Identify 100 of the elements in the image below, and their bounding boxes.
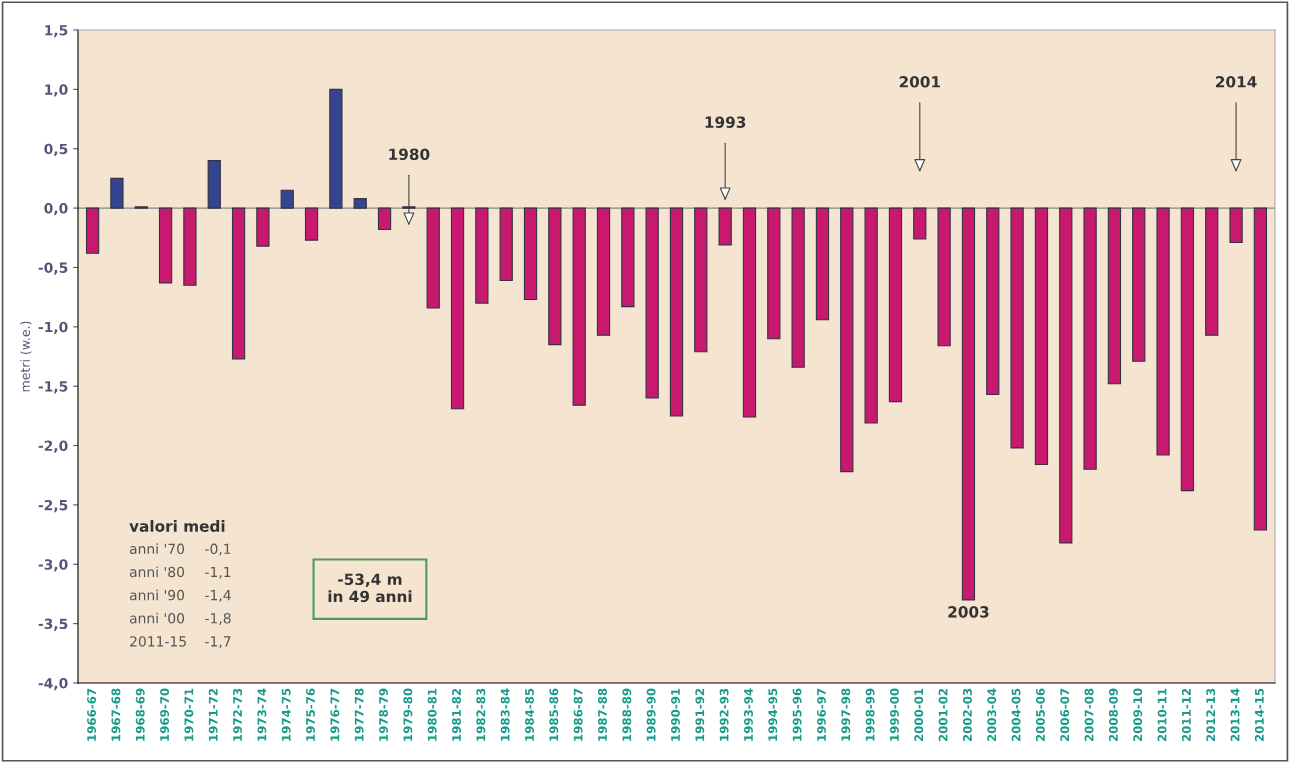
x-tick-label: 1973-74 <box>257 688 267 741</box>
bar <box>645 207 659 399</box>
x-tick-label: 1998-99 <box>865 688 875 741</box>
x-tick-label: 2006-07 <box>1060 688 1070 742</box>
bar <box>1132 207 1146 362</box>
bar <box>499 207 513 282</box>
x-tick-label: 1989-90 <box>646 688 656 741</box>
annotation: 1980 <box>389 148 430 161</box>
annotation: -1,8 <box>205 613 231 625</box>
annotation: -53,4 m in 49 anni <box>328 573 412 603</box>
bar <box>304 207 319 241</box>
annotation: anni '80 <box>129 566 185 578</box>
x-tick-label: 1969-70 <box>160 688 170 741</box>
bar <box>840 207 854 473</box>
x-tick-label: 2012-13 <box>1206 688 1216 742</box>
bar <box>85 207 100 254</box>
bar <box>621 207 635 308</box>
annotation: anni '00 <box>129 612 185 624</box>
x-tick-label: 1999-00 <box>889 688 899 741</box>
x-tick-label: 1987-88 <box>598 688 607 741</box>
x-tick-label: 1976-77 <box>330 688 340 741</box>
x-tick-label: 1994-95 <box>768 688 778 741</box>
annotation: 2003 <box>948 606 989 618</box>
bar <box>256 207 270 247</box>
y-tick-label: -1,5 <box>38 381 68 394</box>
y-tick-label: -1,0 <box>38 321 68 335</box>
bar <box>596 207 611 336</box>
x-tick-label: 1991-92 <box>695 688 705 741</box>
x-tick-label: 1983-84 <box>500 688 510 741</box>
x-tick-label: 1967-68 <box>111 688 121 741</box>
bar <box>815 207 830 321</box>
y-tick-label: -4,0 <box>38 677 68 691</box>
bar <box>450 207 465 410</box>
x-tick-label: 2009-10 <box>1133 688 1143 742</box>
x-tick-label: 2000-01 <box>914 688 924 742</box>
x-tick-label: 1979-80 <box>403 688 413 741</box>
x-tick-label: 1978-79 <box>379 688 388 741</box>
bar <box>742 207 757 418</box>
bar <box>572 207 586 406</box>
annotation: 2001 <box>899 76 940 88</box>
x-tick-label: 1980-81 <box>427 688 437 741</box>
x-tick-label: 1988-89 <box>622 688 632 741</box>
annotation: 1993 <box>705 116 746 128</box>
bar <box>207 160 221 209</box>
annotation: -1,1 <box>205 566 231 579</box>
bar <box>767 207 781 340</box>
bar <box>1034 207 1049 466</box>
bar <box>1156 207 1170 456</box>
y-tick-label: 1,0 <box>45 84 68 97</box>
bar <box>523 207 538 301</box>
bar <box>1253 207 1268 531</box>
x-tick-label: 1990-91 <box>671 688 680 741</box>
bar <box>1083 207 1097 470</box>
bar <box>718 207 732 246</box>
annotation: 2011-15 <box>130 636 186 647</box>
x-tick-label: 1974-75 <box>281 688 291 741</box>
bar <box>1059 207 1073 544</box>
x-tick-label: 2002-03 <box>962 688 972 742</box>
annotation: -1,4 <box>205 590 231 602</box>
y-tick-label: 0,0 <box>44 203 68 216</box>
x-tick-label: 2011-12 <box>1181 688 1191 742</box>
y-tick-label: 1,5 <box>45 25 68 38</box>
annotation: valori medi <box>129 520 225 532</box>
x-tick-label: 1971-72 <box>208 688 218 741</box>
x-tick-label: 1993-94 <box>743 688 753 741</box>
y-tick-label: -3,0 <box>38 559 68 572</box>
y-axis-title: metri (w.e.) <box>20 321 32 392</box>
bar <box>353 198 367 209</box>
x-tick-label: 2010-11 <box>1157 688 1167 742</box>
annotation: anni '70 <box>129 543 185 555</box>
bar <box>1180 207 1195 492</box>
x-tick-label: 1997-98 <box>841 688 851 741</box>
x-tick-label: 1992-93 <box>719 688 729 741</box>
bar <box>183 207 197 286</box>
bar <box>961 207 976 601</box>
x-tick-label: 1986-87 <box>573 688 583 741</box>
x-tick-label: 2007-08 <box>1084 688 1094 742</box>
x-tick-label: 1968-69 <box>135 688 145 741</box>
x-tick-label: 1977-78 <box>354 688 364 741</box>
x-tick-label: 2008-09 <box>1108 688 1118 742</box>
bar <box>864 207 878 424</box>
bar <box>231 207 246 360</box>
x-tick-label: 1984-85 <box>525 688 534 741</box>
x-tick-label: 1995-96 <box>792 688 802 741</box>
bar <box>669 207 684 417</box>
x-tick-label: 1972-73 <box>233 688 242 741</box>
bar <box>110 177 124 209</box>
x-tick-label: 2004-05 <box>1011 688 1021 742</box>
bar <box>1010 207 1024 449</box>
bar <box>377 207 392 231</box>
annotation: -1,7 <box>205 636 231 649</box>
x-tick-label: 1981-82 <box>452 688 461 741</box>
y-tick-label: -3,5 <box>38 618 68 631</box>
bar <box>791 207 805 368</box>
bar <box>548 207 562 346</box>
bar <box>280 189 294 209</box>
bar <box>937 207 951 347</box>
annotation: -0,1 <box>205 543 231 556</box>
bar <box>426 207 440 309</box>
y-tick-label: -2,5 <box>38 499 68 513</box>
